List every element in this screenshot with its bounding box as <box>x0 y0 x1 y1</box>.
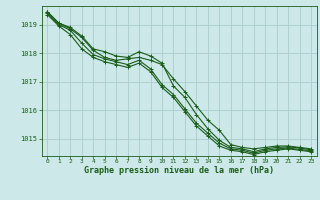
X-axis label: Graphe pression niveau de la mer (hPa): Graphe pression niveau de la mer (hPa) <box>84 166 274 175</box>
